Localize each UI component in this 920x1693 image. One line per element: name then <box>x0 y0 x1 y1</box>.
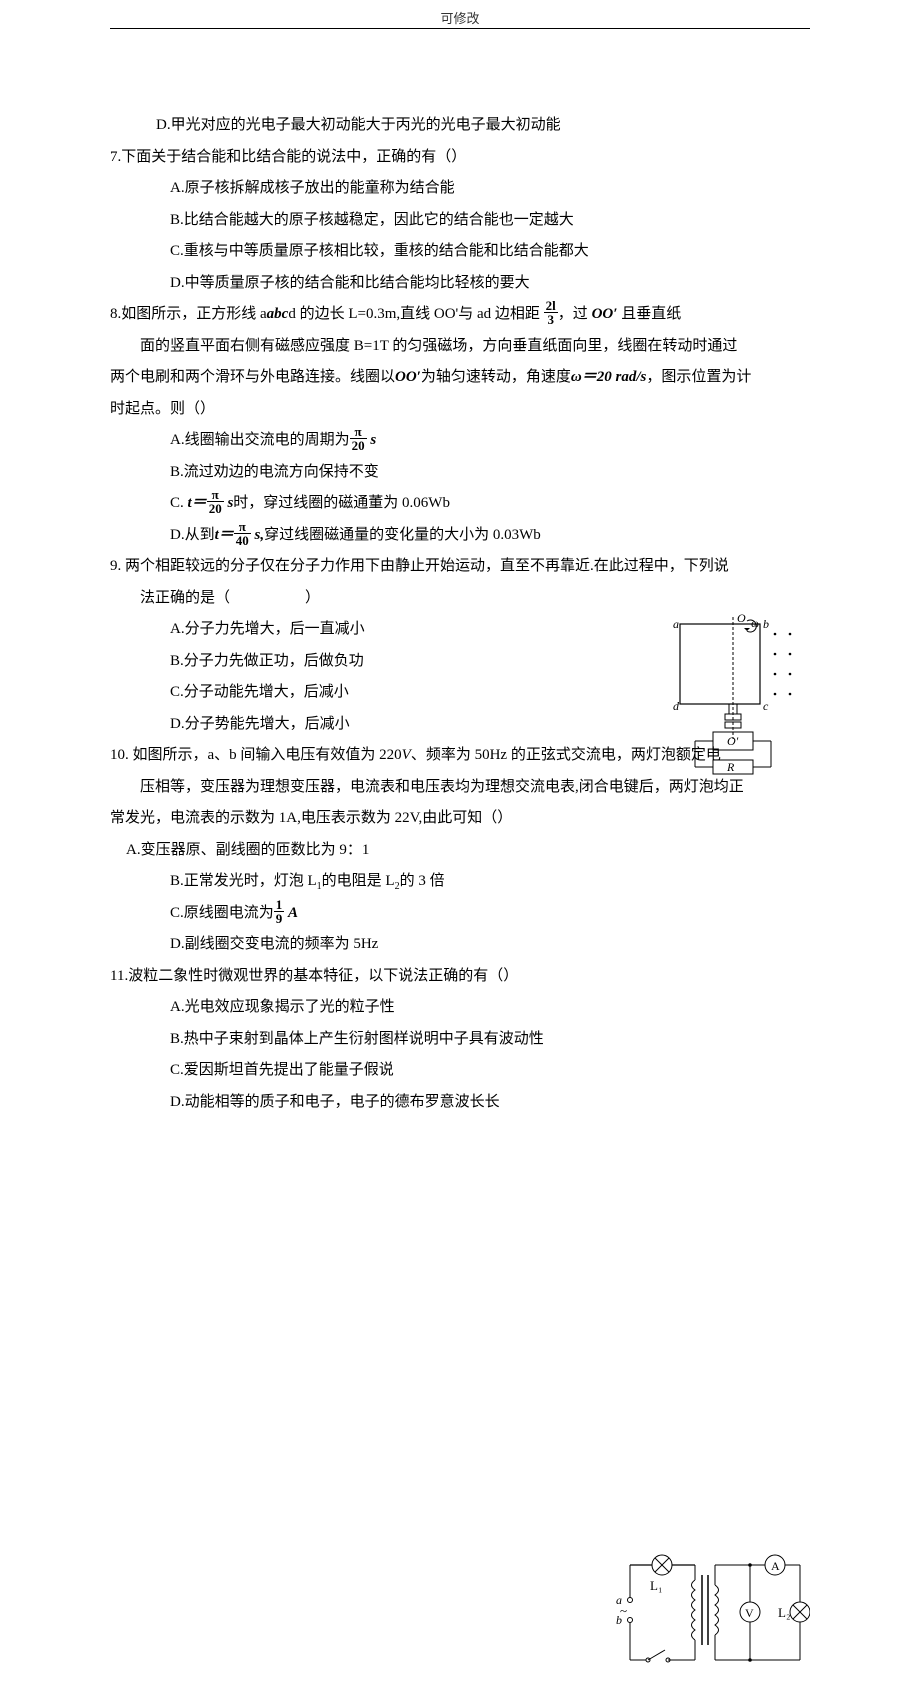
q8-option-b: B.流过劝边的电流方向保持不变 <box>110 457 810 489</box>
frac-num: π <box>234 520 251 534</box>
q7-option-a: A.原子核拆解成核子放出的能童称为结合能 <box>110 173 810 205</box>
q8d-post: 穿过线圈磁通量的变化量的大小为 0.03Wb <box>264 527 541 543</box>
frac-num: π <box>350 425 367 439</box>
q11-option-a: A.光电效应现象揭示了光的粒子性 <box>110 992 810 1024</box>
q10-stem-line3: 常发光，电流表的示数为 1A,电压表示数为 22V,由此可知（） <box>110 803 810 835</box>
frac-den: 3 <box>544 313 558 326</box>
q10-option-b: B.正常发光时，灯泡 L1的电阻是 L2的 3 倍 <box>110 866 810 898</box>
q8-text: 为轴匀速转动，角速度 <box>421 369 571 385</box>
label-b: b <box>763 617 769 631</box>
q10b-post: 的 3 倍 <box>400 873 445 889</box>
q8-option-a: A.线圈输出交流电的周期为π20 s <box>110 425 810 457</box>
q8-oo: OO′ <box>592 306 618 322</box>
frac-den: 40 <box>234 534 251 547</box>
q8-text: ，图示位置为计 <box>646 369 751 385</box>
q10c-frac: 19 <box>274 898 285 925</box>
q9-stem-line1: 9. 两个相距较远的分子仅在分子力作用下由静止开始运动，直至不再靠近.在此过程中… <box>110 551 810 583</box>
q8-text: 且垂直纸 <box>621 306 681 322</box>
q8-text: ，过 <box>558 306 588 322</box>
q8-option-d: D.从到t＝π40 s,穿过线圈磁通量的变化量的大小为 0.03Wb <box>110 520 810 552</box>
frac-num: 1 <box>274 898 285 912</box>
q8-text: 8.如图所示，正方形线 a <box>110 306 267 322</box>
label-d: d <box>673 699 680 713</box>
frac-den: 20 <box>207 502 224 515</box>
document-body: D.甲光对应的光电子最大初动能大于丙光的光电子最大初动能 7.下面关于结合能和比… <box>110 110 810 1118</box>
q9-stem-line2: 法正确的是（ ） <box>110 583 810 615</box>
q8d-frac: π40 <box>234 520 251 547</box>
label-V: V <box>745 1606 754 1620</box>
q10c-pre: C.原线圈电流为 <box>170 905 274 921</box>
q8-stem-line2: 面的竖直平面右侧有磁感应强度 B=1T 的匀强磁场，方向垂直纸面向里，线圈在转动… <box>110 331 810 363</box>
q8c-pre: C. <box>170 495 188 511</box>
q10-option-c: C.原线圈电流为19 A <box>110 898 810 930</box>
q8-frac-2l3: 2l3 <box>544 299 558 326</box>
q7-stem: 7.下面关于结合能和比结合能的说法中，正确的有（） <box>110 142 810 174</box>
q8-oo2: OO′ <box>395 369 421 385</box>
q10b-pre: B.正常发光时，灯泡 L <box>170 873 317 889</box>
q8d-t: t＝ <box>215 527 234 543</box>
q8-stem-line1: 8.如图所示，正方形线 aabcd 的边长 L=0.3m,直线 OO'与 ad … <box>110 299 810 331</box>
q10-text: 10. 如图所示，a、b 间输入电压有效值为 220 <box>110 747 402 763</box>
q10-figure: L₁ a b ~ <box>610 1550 810 1680</box>
q8d-pre: D.从到 <box>170 527 215 543</box>
q10-circuit-svg: L₁ a b ~ <box>610 1550 810 1680</box>
frac-den: 9 <box>274 912 285 925</box>
q8-block: 8.如图所示，正方形线 aabcd 的边长 L=0.3m,直线 OO'与 ad … <box>110 299 810 551</box>
q8a-frac: π20 <box>350 425 367 452</box>
q10-stem-line1: 10. 如图所示，a、b 间输入电压有效值为 220V、频率为 50Hz 的正弦… <box>110 740 810 772</box>
q10c-unit: A <box>284 905 298 921</box>
label-a: a <box>673 617 679 631</box>
q8-text: 两个电刷和两个滑环与外电路连接。线圈以 <box>110 369 395 385</box>
q11-option-b: B.热中子束射到晶体上产生衍射图样说明中子具有波动性 <box>110 1024 810 1056</box>
label-A: A <box>771 1559 780 1573</box>
label-O: O <box>737 614 746 625</box>
q8c-post: 时，穿过线圈的磁通董为 0.06Wb <box>233 495 450 511</box>
label-L2: L₂ <box>778 1605 790 1620</box>
q8-abcd: abc <box>267 306 289 322</box>
q10-option-d: D.副线圈交变电流的频率为 5Hz <box>110 929 810 961</box>
label-c: c <box>763 699 769 713</box>
q7-option-c: C.重核与中等质量原子核相比较，重核的结合能和比结合能都大 <box>110 236 810 268</box>
q8-stem-line4: 时起点。则（） <box>110 394 810 426</box>
q7-option-b: B.比结合能越大的原子核越稳定，因此它的结合能也一定越大 <box>110 205 810 237</box>
frac-num: π <box>207 488 224 502</box>
q10-text: 、频率为 50Hz 的正弦式交流电，两灯泡额定电 <box>411 747 721 763</box>
q8-omega: ω＝20 rad/s <box>571 369 646 385</box>
frac-den: 20 <box>350 439 367 452</box>
header-rule <box>110 28 810 29</box>
q10-V: V <box>402 747 411 763</box>
q8c-s: s <box>224 495 234 511</box>
q8d-s: s, <box>251 527 264 543</box>
q10-stem-line2: 压相等，变压器为理想变压器，电流表和电压表均为理想交流电表,闭合电键后，两灯泡均… <box>110 772 810 804</box>
label-L1: L₁ <box>650 1578 662 1593</box>
q10b-mid: 的电阻是 L <box>322 873 395 889</box>
q8-stem-line3: 两个电刷和两个滑环与外电路连接。线圈以OO′为轴匀速转动，角速度ω＝20 rad… <box>110 362 810 394</box>
q7-option-d: D.中等质量原子核的结合能和比结合能均比轻核的要大 <box>110 268 810 300</box>
q8a-text: A.线圈输出交流电的周期为 <box>170 432 350 448</box>
q8c-frac: π20 <box>207 488 224 515</box>
q11-stem: 11.波粒二象性时微观世界的基本特征，以下说法正确的有（） <box>110 961 810 993</box>
page-header: 可修改 <box>0 8 920 27</box>
q11-option-c: C.爱因斯坦首先提出了能量子假说 <box>110 1055 810 1087</box>
tilde-icon: ~ <box>620 1603 627 1618</box>
q11-option-d: D.动能相等的质子和电子，电子的德布罗意波长长 <box>110 1087 810 1119</box>
q10-option-a: A.变压器原、副线圈的匝数比为 9：1 <box>110 835 810 867</box>
frac-num: 2l <box>544 299 558 313</box>
q6-option-d: D.甲光对应的光电子最大初动能大于丙光的光电子最大初动能 <box>110 110 810 142</box>
q8a-unit: s <box>367 432 377 448</box>
q8c-t: t＝ <box>188 495 207 511</box>
q8-text: d 的边长 L=0.3m,直线 OO'与 ad 边相距 <box>288 306 540 322</box>
q10-block: 10. 如图所示，a、b 间输入电压有效值为 220V、频率为 50Hz 的正弦… <box>110 740 810 961</box>
q8-option-c: C. t＝π20 s时，穿过线圈的磁通董为 0.06Wb <box>110 488 810 520</box>
